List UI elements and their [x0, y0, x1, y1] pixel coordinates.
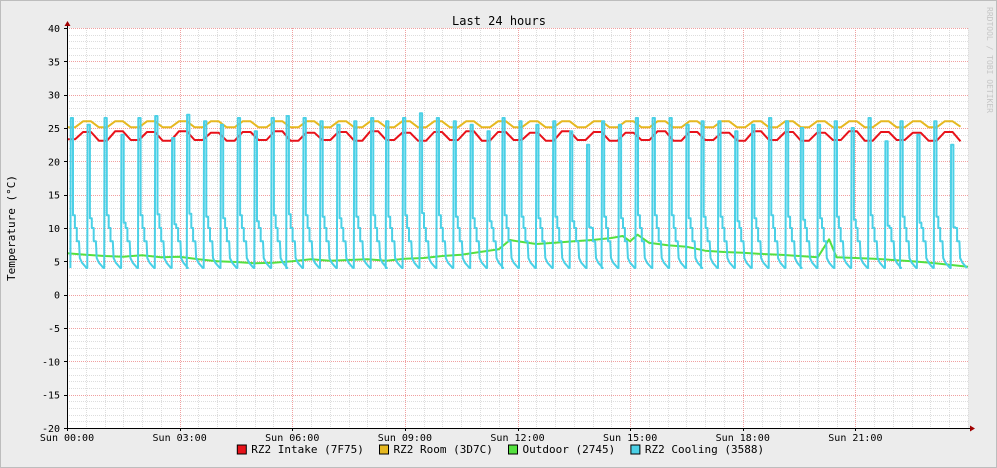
- x-tick-label: Sun 18:00: [716, 433, 770, 444]
- legend-label: RZ2 Room (3D7C): [394, 443, 493, 456]
- y-tick-label: 20: [48, 157, 60, 168]
- legend-label: RZ2 Intake (7F75): [251, 443, 364, 456]
- legend-label: RZ2 Cooling (3588): [645, 443, 764, 456]
- x-tick-label: Sun 06:00: [265, 433, 319, 444]
- chart-title: Last 24 hours: [452, 14, 546, 28]
- legend-swatch: [508, 444, 518, 455]
- y-tick-label: 10: [48, 224, 60, 235]
- legend-item: RZ2 Intake (7F75): [236, 443, 364, 456]
- x-tick-label: Sun 21:00: [828, 433, 882, 444]
- x-axis-arrow: [970, 425, 975, 432]
- series-line-1: [67, 120, 962, 129]
- x-tick-label: Sun 09:00: [378, 433, 432, 444]
- y-tick-label: 15: [48, 191, 60, 202]
- watermark: RRDTOOL / TOBI OETIKER: [985, 7, 994, 113]
- y-tick-label: 5: [54, 257, 60, 268]
- series-line-3: [69, 112, 968, 269]
- y-tick-label: 35: [48, 57, 60, 68]
- y-tick-label: -20: [42, 424, 60, 435]
- y-axis-arrow: [64, 21, 71, 26]
- y-tick-label: -5: [48, 324, 60, 335]
- legend-item: RZ2 Room (3D7C): [379, 443, 493, 456]
- y-tick-label: -10: [42, 357, 60, 368]
- y-tick-label: -15: [42, 391, 60, 402]
- x-tick-labels: Sun 00:00 Sun 03:00 Sun 06:00 Sun 09:00 Sun …: [40, 433, 883, 444]
- legend: RZ2 Intake (7F75) RZ2 Room (3D7C) Outdoor …: [236, 443, 764, 456]
- axes: [64, 21, 975, 432]
- x-tick-label: Sun 03:00: [153, 433, 207, 444]
- y-tick-label: 25: [48, 124, 60, 135]
- y-tick-labels: 40 35 30 25 20 15 10 5 0 -5 -10 -15 -20: [42, 24, 60, 435]
- x-tick-label: Sun 15:00: [603, 433, 657, 444]
- legend-swatch: [379, 444, 389, 455]
- legend-item: RZ2 Cooling (3588): [630, 443, 764, 456]
- legend-label: Outdoor (2745): [523, 443, 616, 456]
- series-layer: [66, 112, 969, 269]
- y-axis-label: Temperature (°C): [5, 175, 18, 281]
- y-tick-label: 0: [54, 291, 60, 302]
- y-tick-label: 30: [48, 91, 60, 102]
- legend-swatch: [236, 444, 247, 455]
- legend-swatch: [630, 444, 641, 455]
- series-line-0: [67, 130, 962, 142]
- x-tick-label: Sun 00:00: [40, 433, 94, 444]
- y-tick-label: 40: [48, 24, 60, 35]
- legend-item: Outdoor (2745): [508, 443, 616, 456]
- x-tick-label: Sun 12:00: [490, 433, 544, 444]
